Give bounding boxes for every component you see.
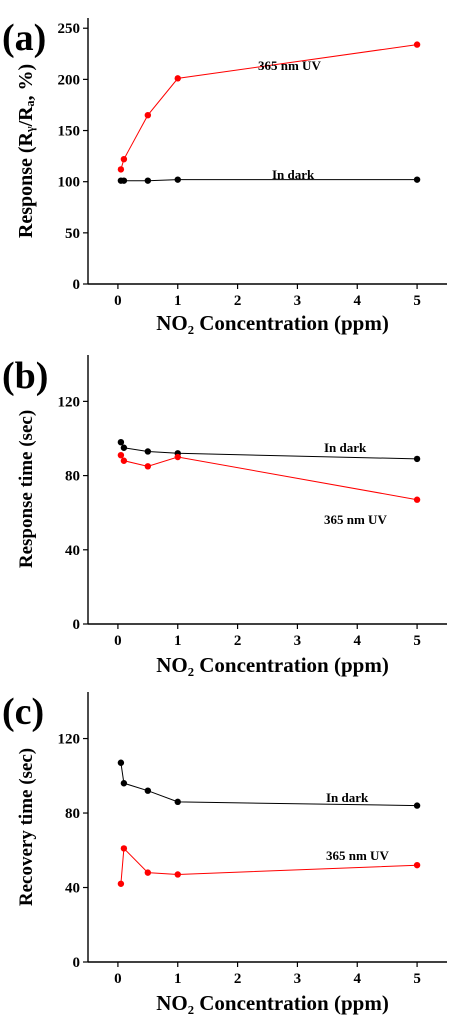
data-point [413,41,421,48]
y-tick-label: 0 [73,955,81,971]
y-axis-title: Response time (sec) [16,410,37,568]
series-line [120,179,418,182]
x-tick-label: 3 [294,633,302,649]
x-axis-title: NO₂ Concentration (ppm) [156,991,389,1015]
data-point [120,845,128,852]
y-tick-label: 200 [58,72,81,88]
data-point [413,802,421,809]
x-tick-label: 4 [354,293,362,309]
x-tick-label: 3 [294,293,302,309]
data-point [174,453,181,461]
x-tick-label: 5 [413,633,421,649]
x-tick-label: 5 [413,293,421,309]
data-point [174,176,181,183]
data-point [117,451,125,459]
chart-panel-b: (b) 0 40 80 120 0 1 2 3 4 5 NO₂ Concentration (ppm)… [2,355,447,677]
x-tick-label: 1 [174,971,182,987]
y-tick-label: 120 [58,394,81,410]
data-point [120,444,128,451]
x-tick-label: 2 [234,633,242,649]
y-tick-label: 120 [58,732,81,748]
series-label: 365 nm UV [326,848,389,863]
data-point [120,155,128,163]
y-tick-label: 80 [65,806,80,822]
data-point [413,455,421,463]
series-in-dark: In dark [117,759,421,809]
data-point [117,166,125,173]
series-365-nm-uv: 365 nm UV [117,41,421,173]
data-point [144,463,152,470]
y-axis-title: Response (Rᵧ/Rₐ, %) [15,64,37,238]
data-point [117,880,125,887]
x-tick-label: 1 [174,633,182,649]
data-point [144,111,152,119]
x-tick-label: 3 [294,971,302,987]
x-tick-label: 0 [114,633,122,649]
series-365-nm-uv: 365 nm UV [117,845,421,887]
y-tick-label: 40 [65,881,80,897]
x-tick-label: 4 [354,971,362,987]
data-point [120,177,128,184]
y-tick-label: 100 [58,175,81,191]
series-label: 365 nm UV [258,58,321,73]
y-tick-label: 50 [65,226,80,242]
chart-panel-c: (c) 0 40 80 120 0 1 2 3 4 5 NO₂ Concentration (ppm)… [2,691,447,1015]
y-tick-label: 0 [73,277,81,293]
x-tick-label: 5 [413,971,421,987]
x-tick-label: 2 [234,293,242,309]
data-point [117,438,125,446]
series-in-dark: In dark [117,438,421,463]
data-point [120,780,128,787]
data-point [120,457,128,464]
chart-panel-a: (a) 0 50 100 150 200 250 0 1 2 3 4 5 NO₂ Concentratio… [2,17,447,335]
data-point [413,861,421,869]
x-tick-label: 0 [114,971,122,987]
y-tick-label: 250 [58,21,81,37]
y-tick-label: 0 [73,617,81,633]
x-tick-label: 4 [354,633,362,649]
series-label: In dark [326,790,369,805]
x-tick-label: 0 [114,293,122,309]
panel-label: (b) [2,355,48,397]
x-axis-title: NO₂ Concentration (ppm) [156,311,389,335]
series-line [120,454,418,501]
data-point [144,787,152,794]
series-in-dark: In dark [117,167,421,184]
series-line [120,441,418,460]
x-tick-label: 2 [234,971,242,987]
y-axis-title: Recovery time (sec) [16,748,37,906]
x-axis-title: NO₂ Concentration (ppm) [156,653,389,677]
series-label: In dark [324,440,367,455]
data-point [174,871,181,878]
data-point [413,496,421,503]
x-tick-label: 1 [174,293,182,309]
data-point [174,75,181,82]
y-tick-label: 150 [58,124,81,140]
data-point [174,798,181,806]
data-point [117,759,125,766]
data-point [413,176,421,183]
y-tick-label: 40 [65,543,80,559]
data-point [144,869,152,876]
series-label: In dark [272,167,315,182]
data-point [144,448,152,455]
y-tick-label: 80 [65,469,80,485]
panel-label: (c) [2,691,44,733]
series-label: 365 nm UV [324,512,387,527]
series-365-nm-uv: 365 nm UV [117,451,421,527]
data-point [144,177,152,184]
panel-label: (a) [2,17,46,59]
series-line [120,762,418,807]
